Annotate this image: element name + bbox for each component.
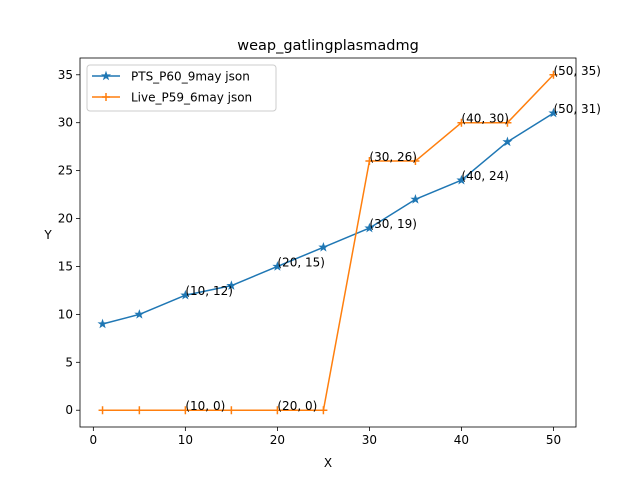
x-tick-label: 40 (454, 433, 469, 447)
data-point-1 (134, 309, 145, 319)
legend: PTS_P60_9may json Live_P59_6may json (86, 64, 277, 112)
data-point-1 (318, 241, 329, 252)
data-label: (50, 31) (553, 102, 601, 116)
y-tick-label: 10 (58, 307, 73, 321)
x-tick-label: 20 (270, 433, 285, 447)
data-point-2 (457, 118, 466, 127)
data-point-1 (364, 222, 375, 233)
data-point-2 (549, 70, 558, 79)
data-point-1 (97, 318, 108, 329)
axes-frame (79, 57, 577, 428)
y-tick-label: 30 (58, 116, 73, 130)
data-point-1 (410, 194, 421, 204)
x-tick-label: 50 (546, 433, 561, 447)
x-axis-label: X (324, 456, 332, 470)
data-point-2 (98, 406, 107, 415)
y-tick-label: 25 (58, 164, 73, 178)
y-tick-label: 5 (65, 355, 73, 369)
data-point-2 (273, 406, 282, 415)
y-axis-label: Y (43, 228, 52, 242)
data-point-1 (548, 107, 559, 118)
data-point-2 (503, 118, 512, 127)
data-point-2 (411, 157, 420, 166)
legend-marker-2 (102, 93, 110, 101)
legend-label-2: Live_P59_6may json (131, 91, 252, 105)
chart-title: weap_gatlingplasmadmg (237, 38, 419, 54)
y-tick-label: 35 (58, 68, 73, 82)
data-point-2 (181, 406, 190, 415)
data-point-1 (456, 174, 467, 185)
data-label: (20, 15) (277, 255, 325, 269)
legend-label-1: PTS_P60_9may json (131, 70, 250, 84)
data-point-1 (180, 289, 191, 300)
data-label: (10, 12) (185, 284, 233, 298)
data-point-2 (319, 406, 328, 415)
x-tick-label: 30 (362, 433, 377, 447)
y-tick-label: 15 (58, 259, 73, 273)
data-point-2 (135, 406, 144, 415)
data-point-2 (227, 406, 236, 415)
data-label: (50, 35) (553, 64, 601, 78)
plot-area: (10, 12) (20, 15) (30, 19) (40, 24) (50, 31)… (58, 57, 601, 447)
data-label: (40, 24) (461, 169, 509, 183)
data-point-1 (502, 136, 513, 147)
data-label: (30, 26) (369, 150, 417, 164)
data-point-2 (365, 157, 374, 166)
data-point-1 (226, 280, 237, 290)
data-label: (10, 0) (185, 399, 225, 413)
x-tick-label: 10 (178, 433, 193, 447)
data-point-1 (272, 261, 283, 271)
y-tick-label: 0 (65, 403, 73, 417)
legend-marker-1 (100, 70, 112, 81)
data-label: (40, 30) (461, 112, 509, 126)
x-tick-label: 0 (90, 433, 98, 447)
data-label: (30, 19) (369, 217, 417, 231)
data-label: (20, 0) (277, 399, 317, 413)
legend-box (86, 64, 277, 112)
y-tick-label: 20 (58, 212, 73, 226)
